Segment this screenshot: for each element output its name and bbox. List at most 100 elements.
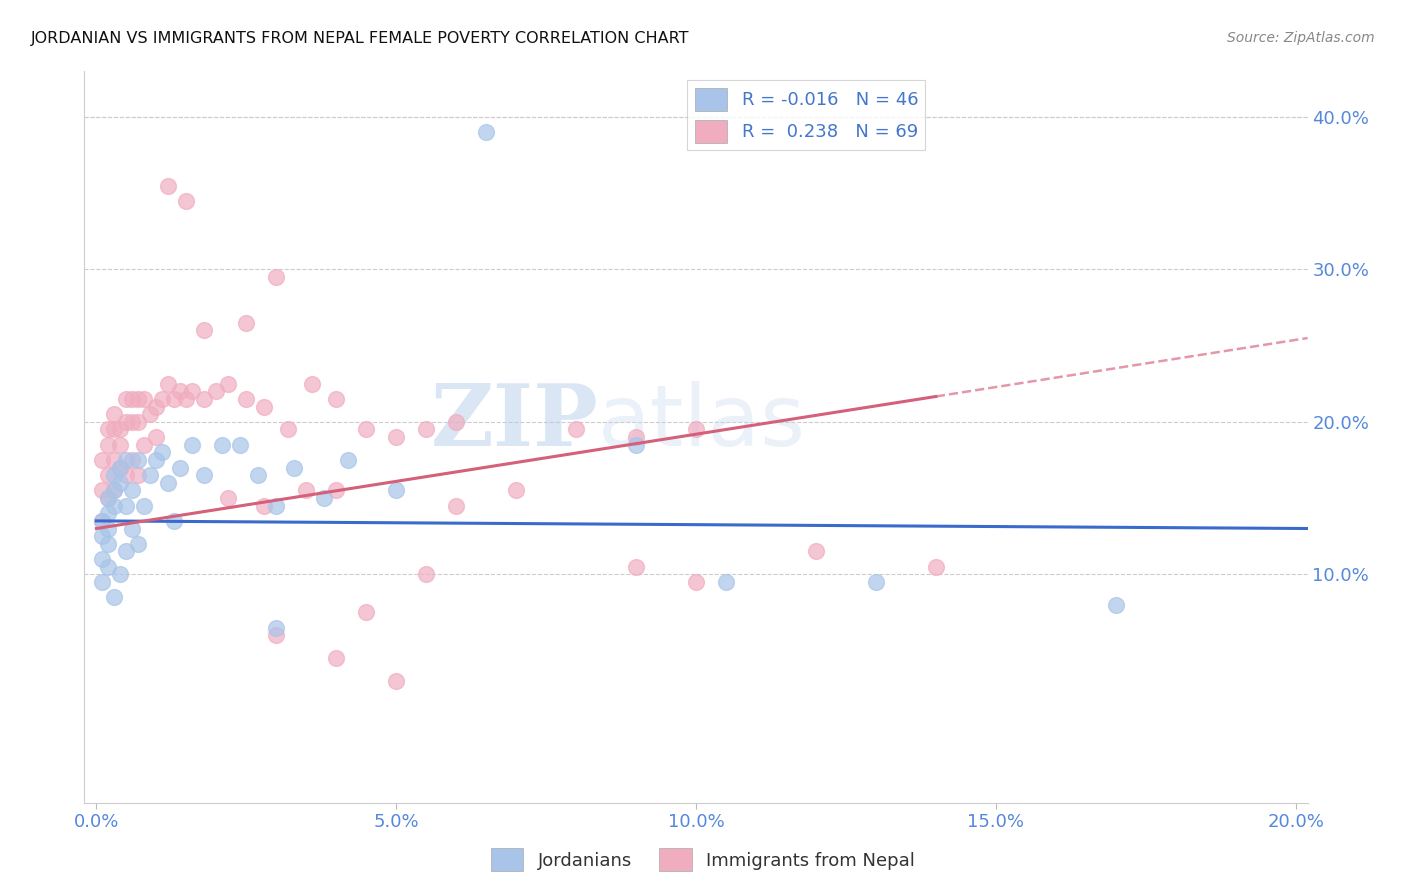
Point: [444, 415, 467, 429]
Point: [193, 323, 215, 337]
Point: [157, 376, 180, 391]
Point: [145, 400, 167, 414]
Point: [624, 438, 647, 452]
Point: [139, 407, 162, 421]
Point: [97, 521, 120, 535]
Point: [121, 521, 143, 535]
Point: [217, 491, 239, 505]
Point: [103, 483, 125, 498]
Point: [714, 574, 737, 589]
Point: [145, 430, 167, 444]
Point: [217, 376, 239, 391]
Point: [325, 483, 347, 498]
Point: [415, 567, 437, 582]
Point: [97, 422, 120, 436]
Point: [91, 514, 114, 528]
Point: [235, 316, 257, 330]
Point: [97, 506, 120, 520]
Point: [110, 567, 132, 582]
Point: [169, 384, 191, 399]
Point: [181, 384, 204, 399]
Point: [444, 499, 467, 513]
Point: [110, 475, 132, 490]
Point: [253, 499, 276, 513]
Point: [211, 438, 233, 452]
Point: [110, 438, 132, 452]
Point: [283, 460, 305, 475]
Point: [91, 483, 114, 498]
Point: [115, 392, 138, 406]
Point: [127, 392, 149, 406]
Point: [127, 468, 149, 483]
Point: [97, 559, 120, 574]
Point: [121, 483, 143, 498]
Text: JORDANIAN VS IMMIGRANTS FROM NEPAL FEMALE POVERTY CORRELATION CHART: JORDANIAN VS IMMIGRANTS FROM NEPAL FEMAL…: [31, 31, 689, 46]
Point: [134, 438, 156, 452]
Point: [314, 491, 336, 505]
Point: [385, 673, 408, 688]
Point: [110, 422, 132, 436]
Point: [804, 544, 827, 558]
Text: ZIP: ZIP: [430, 381, 598, 465]
Point: [97, 438, 120, 452]
Point: [115, 468, 138, 483]
Point: [97, 491, 120, 505]
Text: Source: ZipAtlas.com: Source: ZipAtlas.com: [1227, 31, 1375, 45]
Point: [103, 483, 125, 498]
Point: [134, 392, 156, 406]
Point: [103, 468, 125, 483]
Point: [624, 559, 647, 574]
Point: [150, 392, 173, 406]
Point: [624, 430, 647, 444]
Point: [565, 422, 588, 436]
Point: [121, 415, 143, 429]
Point: [115, 453, 138, 467]
Point: [91, 552, 114, 566]
Point: [193, 392, 215, 406]
Point: [91, 529, 114, 543]
Point: [134, 499, 156, 513]
Point: [325, 392, 347, 406]
Point: [205, 384, 228, 399]
Point: [354, 605, 377, 619]
Point: [354, 422, 377, 436]
Point: [325, 651, 347, 665]
Point: [91, 453, 114, 467]
Point: [157, 475, 180, 490]
Point: [264, 499, 287, 513]
Point: [110, 460, 132, 475]
Point: [295, 483, 318, 498]
Point: [91, 574, 114, 589]
Point: [127, 415, 149, 429]
Point: [97, 537, 120, 551]
Point: [385, 483, 408, 498]
Point: [163, 392, 186, 406]
Point: [181, 438, 204, 452]
Point: [385, 430, 408, 444]
Point: [121, 392, 143, 406]
Point: [97, 491, 120, 505]
Point: [115, 544, 138, 558]
Point: [103, 590, 125, 604]
Point: [103, 453, 125, 467]
Point: [253, 400, 276, 414]
Point: [264, 628, 287, 642]
Point: [685, 574, 707, 589]
Point: [169, 460, 191, 475]
Point: [103, 407, 125, 421]
Point: [110, 460, 132, 475]
Point: [264, 270, 287, 285]
Point: [235, 392, 257, 406]
Point: [865, 574, 887, 589]
Point: [301, 376, 323, 391]
Point: [1105, 598, 1128, 612]
Point: [97, 468, 120, 483]
Point: [103, 499, 125, 513]
Point: [337, 453, 360, 467]
Legend: R = -0.016   N = 46, R =  0.238   N = 69: R = -0.016 N = 46, R = 0.238 N = 69: [688, 80, 925, 150]
Point: [103, 422, 125, 436]
Point: [139, 468, 162, 483]
Point: [121, 453, 143, 467]
Point: [229, 438, 252, 452]
Point: [193, 468, 215, 483]
